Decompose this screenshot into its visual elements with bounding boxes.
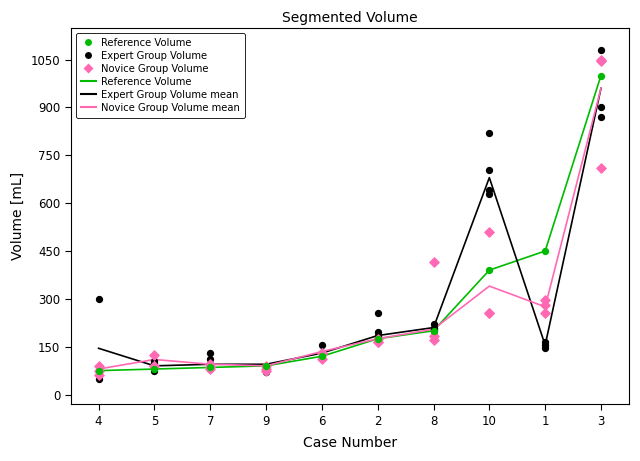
Point — [372, 332, 383, 339]
Point — [484, 190, 495, 197]
Point — [205, 364, 216, 371]
Point — [540, 247, 550, 254]
Point — [428, 327, 438, 334]
Point — [149, 362, 159, 370]
Point — [205, 356, 216, 363]
Point — [261, 367, 271, 374]
Point — [261, 364, 271, 371]
Point — [205, 366, 216, 373]
Point — [484, 166, 495, 173]
Point — [540, 297, 550, 304]
Point — [93, 367, 104, 374]
Point — [317, 349, 327, 357]
Point — [317, 354, 327, 361]
Point — [428, 259, 438, 266]
Point — [261, 362, 271, 370]
Point — [372, 338, 383, 346]
Point — [317, 353, 327, 360]
Point — [540, 338, 550, 346]
Point — [540, 345, 550, 352]
Point — [205, 361, 216, 368]
Point — [317, 353, 327, 360]
Point — [261, 368, 271, 376]
Point — [317, 342, 327, 349]
Point — [149, 351, 159, 358]
Point — [484, 266, 495, 274]
Point — [484, 129, 495, 136]
Point — [484, 187, 495, 194]
Point — [93, 367, 104, 374]
Point — [596, 46, 606, 53]
Point — [428, 321, 438, 328]
Point — [596, 104, 606, 111]
Point — [428, 327, 438, 334]
Point — [428, 325, 438, 333]
Point — [93, 295, 104, 302]
Point — [372, 335, 383, 343]
Point — [372, 329, 383, 336]
Point — [149, 366, 159, 373]
Title: Segmented Volume: Segmented Volume — [282, 11, 418, 25]
Point — [596, 58, 606, 65]
Point — [596, 72, 606, 79]
Legend: Reference Volume, Expert Group Volume, Novice Group Volume, Reference Volume, Ex: Reference Volume, Expert Group Volume, N… — [76, 33, 244, 118]
Point — [149, 367, 159, 374]
Point — [428, 337, 438, 344]
Point — [596, 56, 606, 63]
Point — [372, 338, 383, 346]
Point — [317, 356, 327, 363]
Point — [205, 366, 216, 373]
Point — [540, 342, 550, 349]
Point — [484, 309, 495, 317]
Point — [372, 332, 383, 339]
Point — [596, 113, 606, 121]
Point — [372, 335, 383, 343]
Point — [93, 362, 104, 370]
Point — [149, 362, 159, 370]
Point — [428, 324, 438, 331]
Point — [428, 332, 438, 339]
X-axis label: Case Number: Case Number — [303, 436, 397, 450]
Point — [596, 165, 606, 172]
Point — [540, 309, 550, 317]
Y-axis label: Volume [mL]: Volume [mL] — [11, 172, 25, 260]
Point — [317, 349, 327, 357]
Point — [372, 309, 383, 317]
Point — [93, 375, 104, 382]
Point — [261, 362, 271, 370]
Point — [205, 364, 216, 371]
Point — [93, 372, 104, 379]
Point — [149, 357, 159, 365]
Point — [205, 349, 216, 357]
Point — [261, 366, 271, 373]
Point — [205, 361, 216, 368]
Point — [93, 366, 104, 373]
Point — [540, 301, 550, 309]
Point — [484, 309, 495, 317]
Point — [484, 228, 495, 236]
Point — [149, 359, 159, 366]
Point — [261, 367, 271, 374]
